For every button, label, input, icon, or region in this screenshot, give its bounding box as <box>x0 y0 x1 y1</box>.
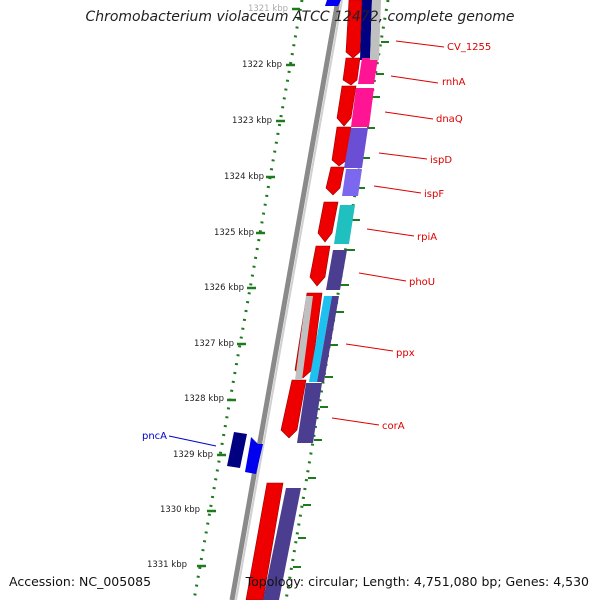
scale-label: 1325 kbp <box>214 228 254 238</box>
scale-label: 1321 kbp <box>248 4 288 14</box>
gene-block <box>263 488 301 600</box>
left-gene-labels: pncA <box>142 431 217 447</box>
gene-block <box>360 0 372 60</box>
gene-block <box>358 58 378 84</box>
leader-line <box>378 152 428 160</box>
scale-label: 1331 kbp <box>147 560 187 570</box>
gene-label-ppx: ppx <box>396 348 415 359</box>
gene-label-ispf: ispF <box>424 189 444 200</box>
gene-arrow-reverse <box>227 432 247 468</box>
scale-label: 1323 kbp <box>232 116 272 126</box>
scale-label: 1326 kbp <box>204 283 244 293</box>
gene-arrow-forward <box>309 245 331 287</box>
leader-line <box>331 417 380 426</box>
gene-arrow-forward <box>342 57 361 86</box>
map-title: Chromobacterium violaceum ATCC 12472, co… <box>85 9 515 25</box>
gene-label-cv1255: CV_1255 <box>447 42 491 53</box>
leader-line <box>358 272 407 282</box>
leader-line <box>384 111 434 120</box>
gene-block <box>334 205 355 244</box>
category-gene-lane <box>263 0 378 600</box>
inner-ticks <box>293 41 389 568</box>
gene-block <box>351 88 374 127</box>
gene-arrow-forward <box>325 166 345 196</box>
reverse-gene-lane <box>227 0 341 474</box>
gene-arrow-forward <box>345 0 363 59</box>
scale-label: 1329 kbp <box>173 450 213 460</box>
leader-line <box>390 75 439 84</box>
forward-gene-lane <box>245 0 363 600</box>
leader-line <box>168 435 217 447</box>
lane-segment <box>295 296 313 380</box>
gene-arrow-forward <box>317 201 339 243</box>
gene-block <box>344 128 368 168</box>
genome-summary: Topology: circular; Length: 4,751,080 bp… <box>245 574 589 589</box>
gene-block <box>326 250 347 290</box>
gene-label-phou: phoU <box>409 277 435 288</box>
gene-label-rpia: rpiA <box>417 232 437 243</box>
scale-label: 1328 kbp <box>184 394 224 404</box>
leader-line <box>395 40 445 48</box>
scale-label: 1322 kbp <box>242 60 282 70</box>
gene-block <box>309 296 332 382</box>
gene-arrow-reverse <box>245 437 263 474</box>
leader-line <box>373 185 422 194</box>
leader-line <box>366 228 415 237</box>
scale-label: 1327 kbp <box>194 339 234 349</box>
gene-label-ispd: ispD <box>430 155 452 166</box>
gene-block <box>342 169 362 196</box>
gene-label-cora: corA <box>382 421 405 432</box>
scale-ticks <box>197 7 300 568</box>
gene-arrow-reverse <box>325 0 341 6</box>
lane-segment <box>370 0 381 60</box>
gene-label-pnca: pncA <box>142 431 167 442</box>
accession-label: Accession: NC_005085 <box>9 574 152 589</box>
gene-label-rnha: rnhA <box>442 77 466 88</box>
leader-line <box>345 343 394 352</box>
scale-labels: 1321 kbp 1322 kbp 1323 kbp 1324 kbp 1325… <box>147 4 288 570</box>
backbone-ring <box>229 0 341 600</box>
gene-block <box>317 296 339 382</box>
backbone-ring-highlight <box>235 0 343 600</box>
gene-block <box>297 383 322 443</box>
gene-arrow-forward <box>336 85 357 127</box>
light-lane <box>295 0 381 380</box>
gene-arrow-forward <box>245 482 284 600</box>
scale-label: 1330 kbp <box>160 505 200 515</box>
scale-label: 1324 kbp <box>224 172 264 182</box>
gene-arrow-forward <box>280 379 307 439</box>
gene-label-dnaq: dnaQ <box>436 114 463 125</box>
gene-labels: CV_1255 rnhA dnaQ ispD ispF rpiA phoU pp… <box>331 40 491 432</box>
